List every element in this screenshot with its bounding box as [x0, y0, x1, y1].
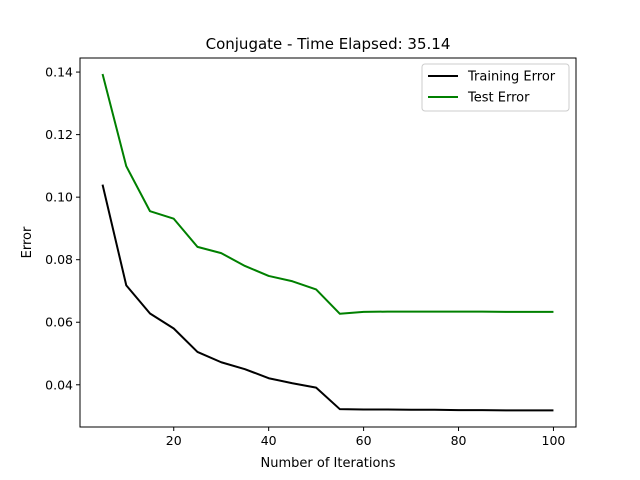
y-tick-label: 0.06 [45, 315, 73, 330]
x-tick-label: 100 [542, 433, 566, 448]
y-tick-label: 0.14 [45, 65, 73, 80]
test-error-line [101, 73, 554, 315]
x-tick-label: 20 [166, 433, 182, 448]
x-tick-label: 80 [451, 433, 467, 448]
x-tick-label: 60 [356, 433, 372, 448]
axes-frame [79, 57, 577, 428]
y-tick-label: 0.04 [45, 377, 73, 392]
x-axis-label: Number of Iterations [261, 456, 396, 471]
x-tick-label: 40 [261, 433, 277, 448]
y-tick-label: 0.10 [45, 190, 73, 205]
chart-title: Conjugate - Time Elapsed: 35.14 [206, 35, 451, 53]
legend-box [421, 63, 570, 112]
x-axis: 20 40 60 80 100 [166, 427, 566, 448]
y-tick-label: 0.08 [45, 252, 73, 267]
test-error-legend-label: Test Error [467, 91, 530, 106]
y-axis: 0.04 0.06 0.08 0.10 0.12 0.14 [45, 65, 80, 392]
series-lines [101, 73, 554, 412]
y-axis-label: Error [20, 226, 35, 258]
training-error-legend-label: Training Error [467, 70, 556, 85]
y-tick-label: 0.12 [45, 127, 73, 142]
legend: Training Error Test Error [421, 63, 570, 112]
training-error-line [101, 184, 554, 412]
plot-area: 20 40 60 80 100 0.04 0.06 0.08 0.10 0.12 0.14 [45, 57, 577, 448]
